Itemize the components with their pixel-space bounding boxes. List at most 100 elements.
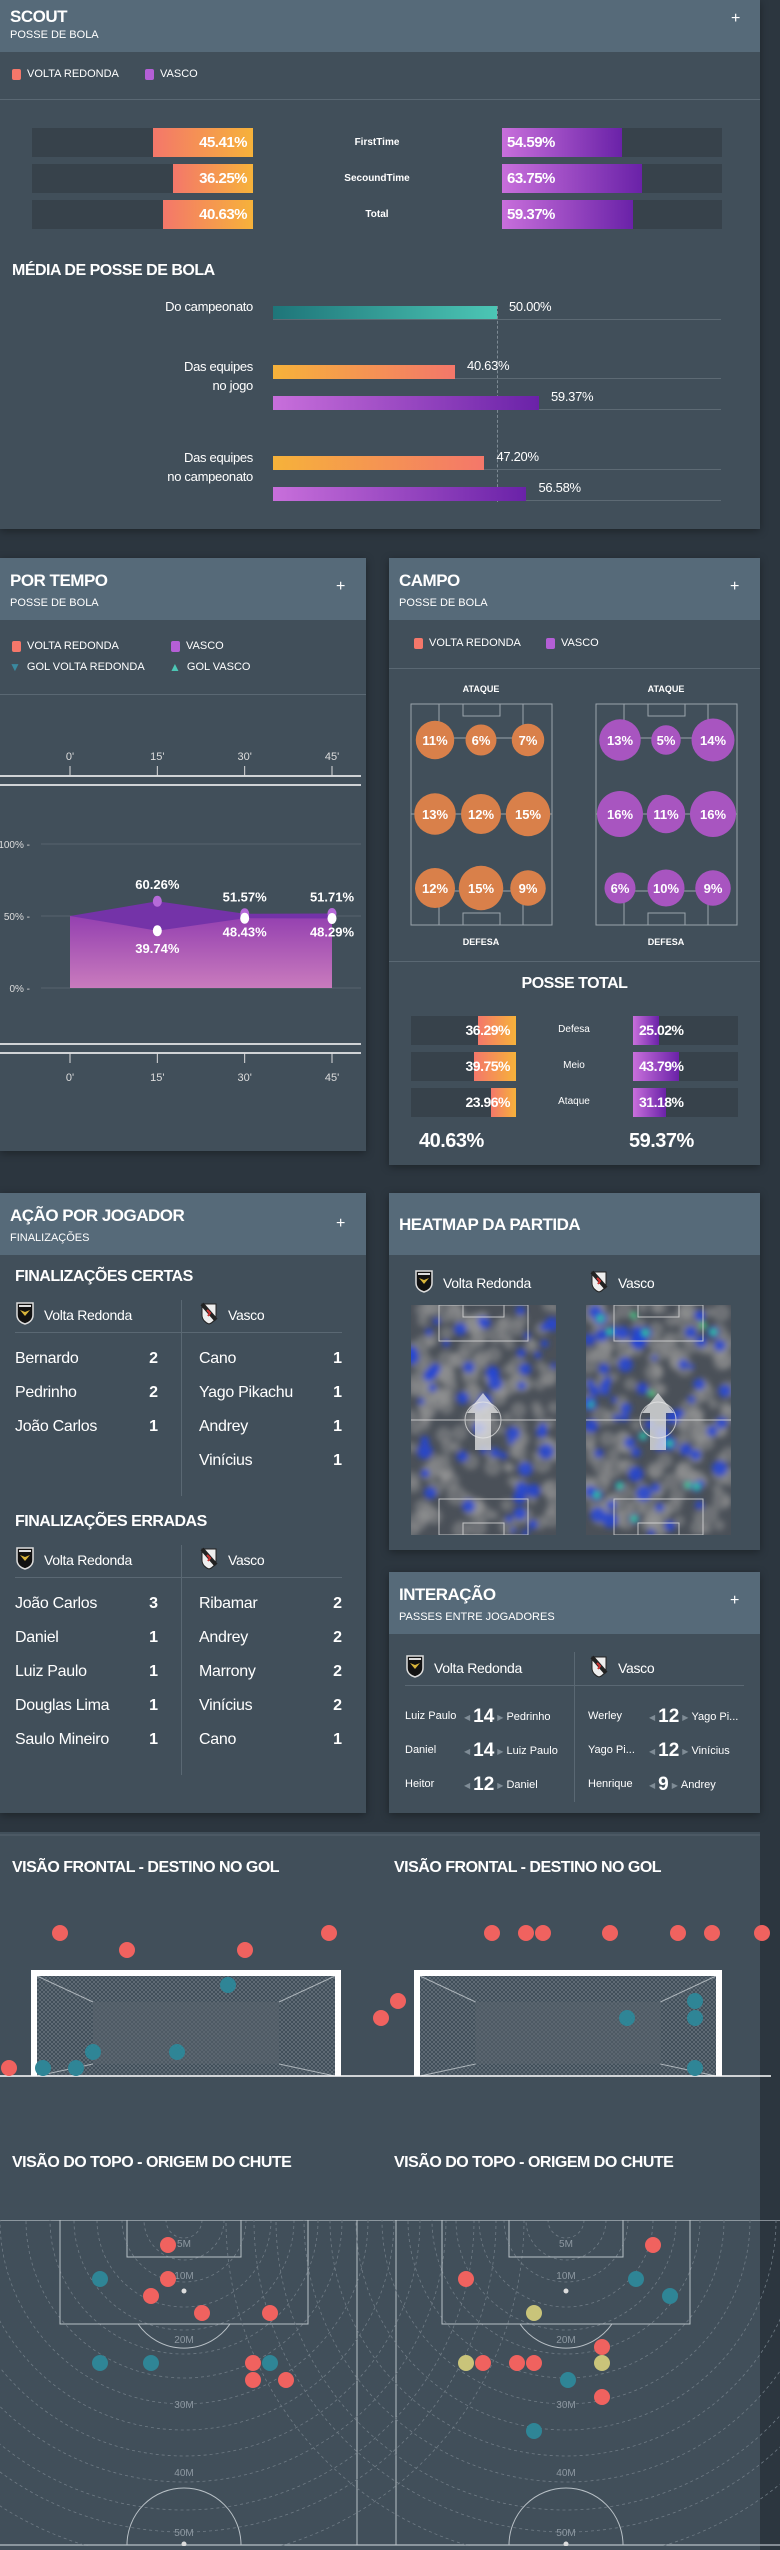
- player-name: Vinícius: [199, 1697, 253, 1714]
- player-count: 1: [333, 1731, 342, 1748]
- shot-origin-dot: [526, 2305, 542, 2321]
- vasco-point: [152, 895, 162, 907]
- distance-label: 50M: [556, 2528, 575, 2539]
- average-value: 59.37%: [550, 389, 594, 404]
- expand-button[interactable]: +: [731, 10, 741, 27]
- shot-destination-dot: [704, 1925, 720, 1941]
- team-name: Vasco: [618, 1274, 655, 1291]
- home-zone-value: 15%: [468, 881, 494, 896]
- home-bar-fill: 40.63%: [163, 200, 253, 229]
- panel-title: INTERAÇÃO: [399, 1585, 496, 1604]
- player-name: Ribamar: [199, 1595, 258, 1612]
- shot-destination-dot: [484, 1925, 500, 1941]
- center-circle: [126, 2487, 242, 2546]
- panel-subtitle: PASSES ENTRE JOGADORES: [399, 1611, 555, 1623]
- scout-panel: SCOUT POSSE DE BOLA + VOLTA REDONDA VASC…: [0, 0, 760, 529]
- heatmap-home: [411, 1305, 556, 1535]
- arrow-right-icon: ▶: [497, 1780, 504, 1790]
- home-swatch: [414, 637, 423, 649]
- vasco-data-label: 60.26%: [135, 877, 180, 892]
- expand-button[interactable]: +: [730, 1592, 740, 1609]
- shot-destination-dot: [169, 2044, 185, 2060]
- pass-count: ◀ 12 ▶ Daniel: [464, 1774, 538, 1796]
- arrow-left-icon: ◀: [464, 1712, 471, 1722]
- direction-arrow-icon: [467, 1393, 499, 1450]
- player-count: 1: [333, 1452, 342, 1469]
- to-player: Pedrinho: [506, 1711, 551, 1723]
- goal-posts: [414, 1970, 722, 2076]
- por-tempo-panel: POR TEMPO POSSE DE BOLA + VOLTA REDONDA …: [0, 558, 366, 1151]
- panel-subtitle: POSSE DE BOLA: [10, 29, 99, 41]
- player-count: 2: [333, 1697, 342, 1714]
- home-bar-track: 40.63%: [32, 200, 253, 229]
- distance-arc: [49, 2220, 319, 2355]
- volta-redonda-logo-icon: [15, 1301, 35, 1328]
- shot-origin-dot: [160, 2237, 176, 2253]
- home-zone-value: 13%: [422, 807, 448, 822]
- volta-redonda-area: [70, 916, 332, 988]
- shot-destination-dot: [321, 1925, 337, 1941]
- expand-button[interactable]: +: [336, 578, 346, 595]
- home-bar-fill: 45.41%: [152, 128, 253, 157]
- home-swatch: [12, 68, 21, 80]
- distance-label: 30M: [556, 2400, 575, 2411]
- home-zone-value: 12%: [468, 807, 494, 822]
- home-total: 40.63%: [419, 1130, 484, 1152]
- pass-number: 14: [473, 1740, 495, 1761]
- away-bar-track: 54.59%: [502, 128, 722, 157]
- away-total-track: 25.02%: [633, 1016, 738, 1045]
- pass-count: ◀ 12 ▶ Vinícius: [649, 1740, 730, 1762]
- from-player: Daniel: [405, 1744, 437, 1756]
- shot-origin-dot: [628, 2271, 644, 2287]
- vasco-logo-icon: [589, 1269, 609, 1296]
- zone-label: Defesa: [558, 1024, 590, 1035]
- attack-label: ATAQUE: [648, 684, 685, 694]
- home-total-fill: [477, 1016, 516, 1045]
- team-name: Vasco: [228, 1551, 265, 1568]
- vasco-data-label: 51.71%: [310, 890, 355, 905]
- team-name: Volta Redonda: [443, 1274, 531, 1291]
- heatmap-team-home: Volta Redonda: [414, 1269, 531, 1296]
- divider: [15, 1577, 342, 1578]
- player-name: Andrey: [199, 1629, 248, 1646]
- row-label: Das equipes: [184, 359, 253, 374]
- away-bar-fill: 59.37%: [502, 200, 633, 229]
- shot-origin-dot: [262, 2305, 278, 2321]
- expand-button[interactable]: +: [336, 1215, 346, 1232]
- expand-button[interactable]: +: [730, 578, 740, 595]
- home-zone-circle: [511, 723, 545, 757]
- shot-origin-dot: [526, 2423, 542, 2439]
- team-away: Vasco: [199, 1301, 265, 1328]
- interacao-team-home: Volta Redonda: [405, 1654, 522, 1681]
- shot-destination-dot: [68, 2060, 84, 2076]
- home-bar-track: 45.41%: [32, 128, 253, 157]
- volta-redonda-data-label: 48.43%: [223, 924, 268, 939]
- home-zone-circle: [505, 791, 551, 837]
- away-total-value: 31.18%: [639, 1094, 684, 1110]
- player-count: 1: [333, 1418, 342, 1435]
- shot-origin-dot: [560, 2372, 576, 2388]
- away-bar-fill: 63.75%: [502, 164, 643, 193]
- por-tempo-header: POR TEMPO POSSE DE BOLA +: [0, 558, 366, 620]
- x-tick-label-bottom: 30': [237, 1072, 251, 1084]
- interacao-team-away: Vasco: [589, 1654, 655, 1681]
- distance-arc: [143, 2220, 225, 2261]
- x-tick-label-bottom: 15': [150, 1072, 164, 1084]
- player-count: 1: [149, 1697, 158, 1714]
- shot-destination-dot: [602, 1925, 618, 1941]
- shot-origin-dot: [160, 2271, 176, 2287]
- player-count: 1: [149, 1629, 158, 1646]
- pass-number: 12: [658, 1740, 680, 1761]
- player-name: Yago Pikachu: [199, 1384, 293, 1401]
- player-count: 2: [149, 1384, 158, 1401]
- from-player: Heitor: [405, 1778, 435, 1790]
- arrow-right-icon: ▶: [497, 1746, 504, 1756]
- home-total-value: 36.29%: [465, 1022, 511, 1038]
- panel-subtitle: POSSE DE BOLA: [399, 597, 488, 609]
- distance-arc: [431, 2220, 701, 2355]
- divider: [389, 961, 760, 962]
- defense-label: DEFESA: [648, 937, 685, 947]
- team-name: Vasco: [618, 1659, 655, 1676]
- away-zone-circle: [651, 725, 681, 755]
- home-bar-value: 45.41%: [199, 134, 247, 151]
